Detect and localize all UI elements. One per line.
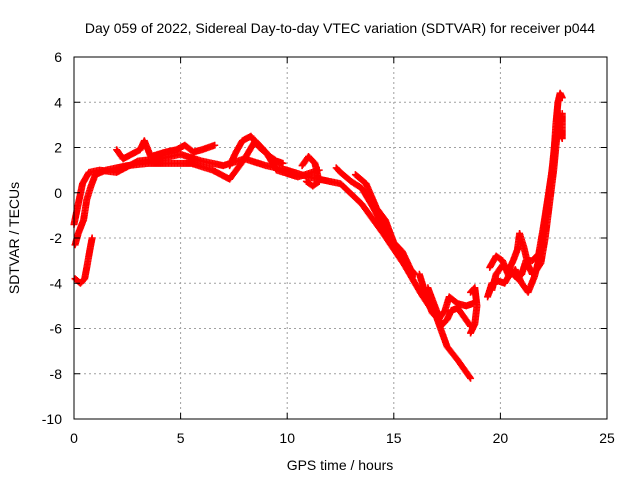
x-tick-label: 25 [599, 430, 615, 446]
data-point [410, 269, 418, 277]
x-tick-labels: 0 5 10 15 20 25 [70, 430, 615, 446]
data-point [304, 178, 312, 186]
y-tick-label: -4 [50, 275, 63, 291]
data-point [407, 266, 415, 274]
data-point [279, 159, 287, 167]
axis-ticks [73, 56, 608, 420]
y-tick-label: -6 [50, 321, 63, 337]
x-tick-label: 5 [177, 430, 185, 446]
data-point [466, 373, 474, 381]
data-point [88, 234, 96, 242]
data-point [467, 329, 475, 337]
y-tick-label: -10 [42, 411, 62, 427]
y-tick-labels: -10 -8 -6 -4 -2 0 2 4 6 [42, 49, 62, 427]
chart-title: Day 059 of 2022, Sidereal Day-to-day VTE… [85, 20, 595, 36]
x-tick-label: 0 [70, 430, 78, 446]
y-tick-label: 4 [54, 94, 62, 110]
data-point [467, 374, 475, 382]
y-tick-label: 0 [54, 185, 62, 201]
y-axis-label: SDTVAR / TECUs [6, 182, 22, 294]
y-tick-label: 6 [54, 49, 62, 65]
data-point [211, 141, 219, 149]
y-tick-label: -2 [50, 230, 63, 246]
x-tick-label: 10 [279, 430, 295, 446]
y-tick-label: 2 [54, 140, 62, 156]
y-tick-label: -8 [50, 366, 63, 382]
x-tick-label: 20 [493, 430, 509, 446]
x-tick-label: 15 [386, 430, 402, 446]
x-axis-label: GPS time / hours [287, 457, 394, 473]
data-point [558, 94, 566, 102]
data-points [70, 89, 566, 382]
data-point [302, 177, 310, 185]
data-point [558, 110, 566, 118]
